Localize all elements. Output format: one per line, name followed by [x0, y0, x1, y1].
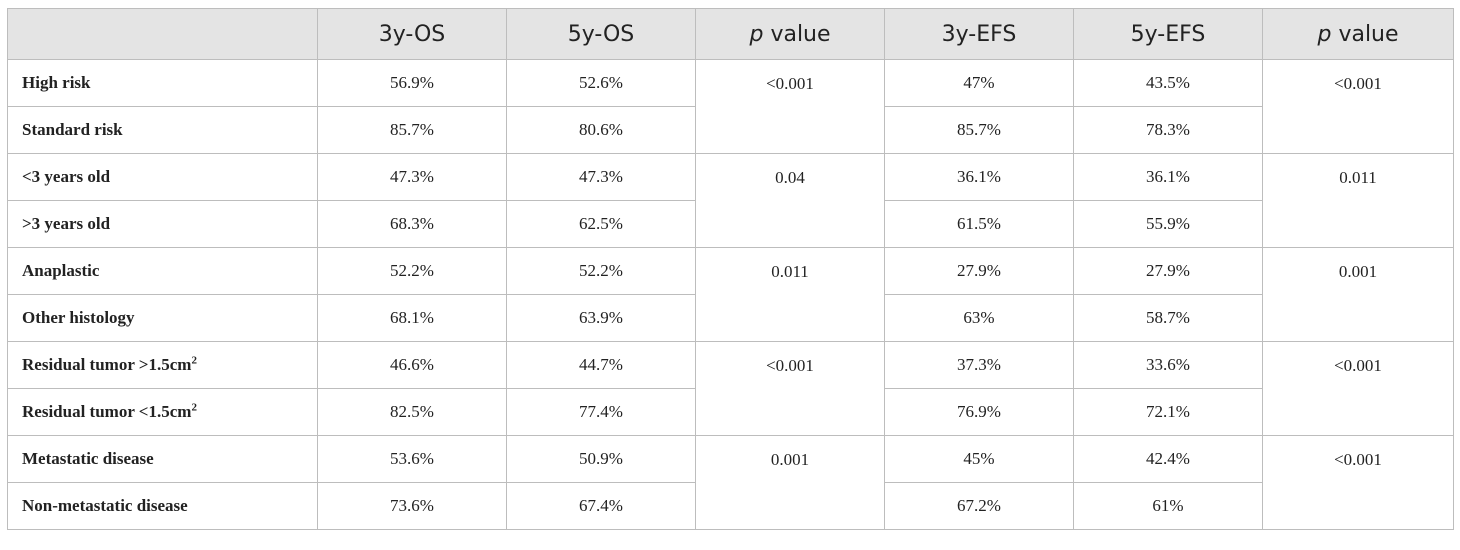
row-label-text: Standard risk [22, 120, 123, 139]
cell-3y-efs: 63% [884, 294, 1074, 342]
row-label: Metastatic disease [7, 435, 318, 483]
cell-5y-os: 80.6% [506, 106, 696, 154]
row-label: High risk [7, 59, 318, 107]
header-p-italic: p [1317, 21, 1332, 47]
cell-p-value-os: <0.001 [695, 341, 885, 436]
cell-3y-os: 85.7% [317, 106, 507, 154]
table-row: Metastatic disease 53.6% 50.9% 0.001 45% 42.4… [7, 435, 1454, 530]
cell-3y-efs: 47% [884, 59, 1074, 107]
cell-5y-efs: 55.9% [1073, 200, 1263, 248]
row-label: Residual tumor <1.5cm2 [7, 388, 318, 436]
row-label: >3 years old [7, 200, 318, 248]
cell-3y-os: 68.3% [317, 200, 507, 248]
row-label: Non-metastatic disease [7, 482, 318, 530]
cell-5y-os: 63.9% [506, 294, 696, 342]
header-value-text: value [1338, 21, 1399, 47]
cell-3y-os: 82.5% [317, 388, 507, 436]
header-row: 3y-OS 5y-OS p value 3y-EFS 5y-EFS p valu… [7, 8, 1454, 60]
header-3y-efs: 3y-EFS [884, 8, 1074, 60]
cell-p-value-efs: 0.001 [1262, 247, 1454, 342]
cell-p-value-efs: <0.001 [1262, 341, 1454, 436]
cell-p-value-os: 0.04 [695, 153, 885, 248]
row-label-text: Residual tumor <1.5cm [22, 402, 192, 421]
cell-5y-efs: 43.5% [1073, 59, 1263, 107]
cell-3y-efs: 27.9% [884, 247, 1074, 295]
cell-3y-efs: 37.3% [884, 341, 1074, 389]
row-label: <3 years old [7, 153, 318, 201]
cell-5y-efs: 27.9% [1073, 247, 1263, 295]
cell-3y-efs: 85.7% [884, 106, 1074, 154]
cell-5y-efs: 61% [1073, 482, 1263, 530]
survival-table: 3y-OS 5y-OS p value 3y-EFS 5y-EFS p valu… [7, 8, 1454, 530]
cell-5y-os: 77.4% [506, 388, 696, 436]
cell-3y-os: 53.6% [317, 435, 507, 483]
cell-5y-efs: 78.3% [1073, 106, 1263, 154]
table-row: Standard risk 85.7% 80.6% 85.7% 78.3% [7, 106, 1454, 154]
cell-5y-efs: 58.7% [1073, 294, 1263, 342]
cell-p-value-efs: 0.011 [1262, 153, 1454, 248]
table-row: Other histology 68.1% 63.9% 63% 58.7% [7, 294, 1454, 342]
header-p-italic: p [749, 21, 764, 47]
cell-5y-efs: 36.1% [1073, 153, 1263, 201]
cell-5y-efs: 42.4% [1073, 435, 1263, 483]
row-label: Anaplastic [7, 247, 318, 295]
cell-3y-os: 47.3% [317, 153, 507, 201]
row-label-text: <3 years old [22, 167, 111, 186]
cell-5y-efs: 72.1% [1073, 388, 1263, 436]
header-p-value-efs: p value [1262, 8, 1454, 60]
header-empty [7, 8, 318, 60]
cell-p-value-os: 0.001 [695, 435, 885, 530]
table-row: <3 years old 47.3% 47.3% 0.04 36.1% 36.1% 0.01… [7, 153, 1454, 248]
row-label-superscript: 2 [191, 354, 197, 367]
cell-5y-os: 52.2% [506, 247, 696, 295]
cell-5y-os: 67.4% [506, 482, 696, 530]
cell-3y-efs: 61.5% [884, 200, 1074, 248]
cell-5y-os: 50.9% [506, 435, 696, 483]
table-row: Residual tumor >1.5cm2 46.6% 44.7% <0.001 37… [7, 341, 1454, 436]
row-label-superscript: 2 [191, 401, 197, 414]
cell-3y-os: 56.9% [317, 59, 507, 107]
table-row: >3 years old 68.3% 62.5% 61.5% 55.9% [7, 200, 1454, 248]
table-row: Non-metastatic disease 73.6% 67.4% 67.2% 61% [7, 482, 1454, 530]
row-label-text: Other histology [22, 308, 135, 327]
header-3y-os: 3y-OS [317, 8, 507, 60]
cell-p-value-os: <0.001 [695, 59, 885, 154]
cell-5y-os: 47.3% [506, 153, 696, 201]
cell-3y-efs: 36.1% [884, 153, 1074, 201]
cell-5y-os: 62.5% [506, 200, 696, 248]
cell-p-value-efs: <0.001 [1262, 435, 1454, 530]
row-label-text: Anaplastic [22, 261, 100, 280]
cell-5y-os: 44.7% [506, 341, 696, 389]
cell-3y-efs: 45% [884, 435, 1074, 483]
cell-5y-os: 52.6% [506, 59, 696, 107]
table-row: High risk 56.9% 52.6% <0.001 47% 43.5% <0.001 [7, 59, 1454, 154]
row-label-text: High risk [22, 73, 91, 92]
cell-3y-os: 73.6% [317, 482, 507, 530]
row-label: Other histology [7, 294, 318, 342]
cell-3y-os: 68.1% [317, 294, 507, 342]
header-5y-os: 5y-OS [506, 8, 696, 60]
header-5y-efs: 5y-EFS [1073, 8, 1263, 60]
header-p-value-os: p value [695, 8, 885, 60]
cell-3y-efs: 76.9% [884, 388, 1074, 436]
row-label-text: Residual tumor >1.5cm [22, 355, 192, 374]
row-label-text: >3 years old [22, 214, 111, 233]
row-label-text: Non-metastatic disease [22, 496, 188, 515]
cell-p-value-efs: <0.001 [1262, 59, 1454, 154]
survival-table-container: 3y-OS 5y-OS p value 3y-EFS 5y-EFS p valu… [7, 8, 1454, 530]
table-row: Anaplastic 52.2% 52.2% 0.011 27.9% 27.9% 0.001 [7, 247, 1454, 342]
cell-3y-os: 52.2% [317, 247, 507, 295]
row-label: Standard risk [7, 106, 318, 154]
table-body: High risk 56.9% 52.6% <0.001 47% 43.5% <0.001 S… [7, 59, 1454, 530]
cell-3y-efs: 67.2% [884, 482, 1074, 530]
cell-3y-os: 46.6% [317, 341, 507, 389]
header-value-text: value [770, 21, 831, 47]
cell-5y-efs: 33.6% [1073, 341, 1263, 389]
cell-p-value-os: 0.011 [695, 247, 885, 342]
row-label: Residual tumor >1.5cm2 [7, 341, 318, 389]
row-label-text: Metastatic disease [22, 449, 154, 468]
